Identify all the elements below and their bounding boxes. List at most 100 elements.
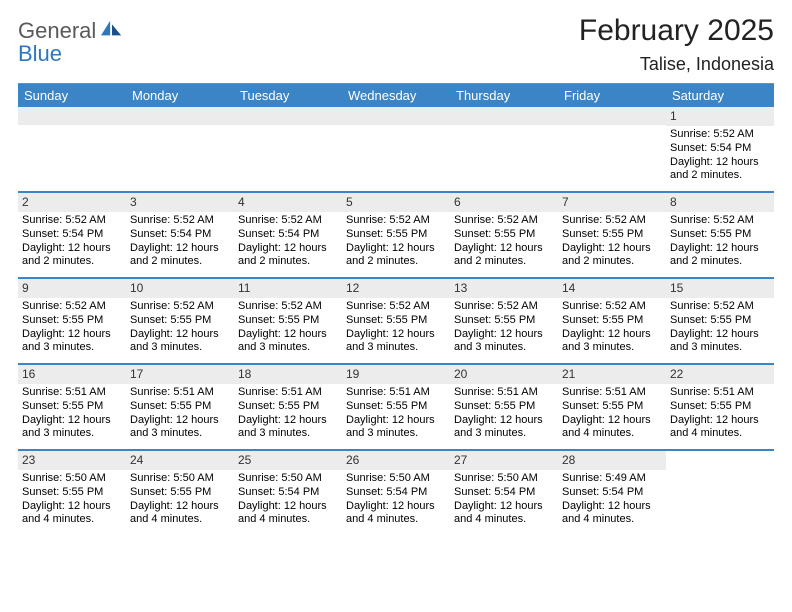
logo-general: General <box>18 18 96 43</box>
sunrise-text: Sunrise: 5:49 AM <box>562 472 662 486</box>
daylight-text: Daylight: 12 hours and 4 minutes. <box>670 414 770 442</box>
daylight-text: Daylight: 12 hours and 2 minutes. <box>670 242 770 270</box>
sunset-text: Sunset: 5:55 PM <box>562 400 662 414</box>
sunset-text: Sunset: 5:55 PM <box>454 228 554 242</box>
calendar-cell: 19Sunrise: 5:51 AMSunset: 5:55 PMDayligh… <box>342 365 450 449</box>
daylight-text: Daylight: 12 hours and 2 minutes. <box>670 156 770 184</box>
day-number: 20 <box>450 365 558 384</box>
day-number <box>126 107 234 125</box>
day-number: 12 <box>342 279 450 298</box>
day-number: 27 <box>450 451 558 470</box>
daylight-text: Daylight: 12 hours and 2 minutes. <box>22 242 122 270</box>
daylight-text: Daylight: 12 hours and 4 minutes. <box>562 414 662 442</box>
calendar-cell-empty <box>234 107 342 191</box>
day-header: Sunday <box>18 84 126 107</box>
calendar-cell: 28Sunrise: 5:49 AMSunset: 5:54 PMDayligh… <box>558 451 666 535</box>
day-number: 21 <box>558 365 666 384</box>
daylight-text: Daylight: 12 hours and 3 minutes. <box>346 414 446 442</box>
daylight-text: Daylight: 12 hours and 3 minutes. <box>454 414 554 442</box>
day-details: Sunrise: 5:50 AMSunset: 5:54 PMDaylight:… <box>342 470 450 531</box>
day-details: Sunrise: 5:52 AMSunset: 5:55 PMDaylight:… <box>450 212 558 273</box>
sunrise-text: Sunrise: 5:51 AM <box>670 386 770 400</box>
sunset-text: Sunset: 5:55 PM <box>346 228 446 242</box>
daylight-text: Daylight: 12 hours and 2 minutes. <box>130 242 230 270</box>
calendar-cell: 25Sunrise: 5:50 AMSunset: 5:54 PMDayligh… <box>234 451 342 535</box>
calendar-cell: 6Sunrise: 5:52 AMSunset: 5:55 PMDaylight… <box>450 193 558 277</box>
day-number: 7 <box>558 193 666 212</box>
calendar-cell: 4Sunrise: 5:52 AMSunset: 5:54 PMDaylight… <box>234 193 342 277</box>
calendar-cell-empty <box>342 107 450 191</box>
day-number <box>18 107 126 125</box>
day-details: Sunrise: 5:52 AMSunset: 5:55 PMDaylight:… <box>342 298 450 359</box>
sunrise-text: Sunrise: 5:51 AM <box>454 386 554 400</box>
daylight-text: Daylight: 12 hours and 3 minutes. <box>238 414 338 442</box>
sunrise-text: Sunrise: 5:51 AM <box>346 386 446 400</box>
location: Talise, Indonesia <box>579 54 774 75</box>
sunrise-text: Sunrise: 5:52 AM <box>670 300 770 314</box>
day-number: 24 <box>126 451 234 470</box>
day-details: Sunrise: 5:52 AMSunset: 5:54 PMDaylight:… <box>666 126 774 187</box>
calendar-cell: 22Sunrise: 5:51 AMSunset: 5:55 PMDayligh… <box>666 365 774 449</box>
daylight-text: Daylight: 12 hours and 2 minutes. <box>238 242 338 270</box>
sunset-text: Sunset: 5:54 PM <box>454 486 554 500</box>
daylight-text: Daylight: 12 hours and 4 minutes. <box>130 500 230 528</box>
sunrise-text: Sunrise: 5:50 AM <box>22 472 122 486</box>
sunset-text: Sunset: 5:55 PM <box>346 314 446 328</box>
sunset-text: Sunset: 5:55 PM <box>346 400 446 414</box>
sunset-text: Sunset: 5:55 PM <box>22 314 122 328</box>
day-number: 4 <box>234 193 342 212</box>
day-details: Sunrise: 5:50 AMSunset: 5:54 PMDaylight:… <box>450 470 558 531</box>
calendar-cell: 16Sunrise: 5:51 AMSunset: 5:55 PMDayligh… <box>18 365 126 449</box>
sunrise-text: Sunrise: 5:51 AM <box>130 386 230 400</box>
sunrise-text: Sunrise: 5:52 AM <box>238 300 338 314</box>
daylight-text: Daylight: 12 hours and 3 minutes. <box>562 328 662 356</box>
calendar-cell-empty <box>666 451 774 535</box>
calendar-cell: 10Sunrise: 5:52 AMSunset: 5:55 PMDayligh… <box>126 279 234 363</box>
daylight-text: Daylight: 12 hours and 3 minutes. <box>346 328 446 356</box>
daylight-text: Daylight: 12 hours and 4 minutes. <box>238 500 338 528</box>
calendar-cell: 26Sunrise: 5:50 AMSunset: 5:54 PMDayligh… <box>342 451 450 535</box>
day-details: Sunrise: 5:50 AMSunset: 5:54 PMDaylight:… <box>234 470 342 531</box>
day-number <box>558 107 666 125</box>
calendar-cell: 3Sunrise: 5:52 AMSunset: 5:54 PMDaylight… <box>126 193 234 277</box>
day-number: 6 <box>450 193 558 212</box>
calendar-cell: 24Sunrise: 5:50 AMSunset: 5:55 PMDayligh… <box>126 451 234 535</box>
day-number: 22 <box>666 365 774 384</box>
day-details: Sunrise: 5:51 AMSunset: 5:55 PMDaylight:… <box>234 384 342 445</box>
calendar-cell: 1Sunrise: 5:52 AMSunset: 5:54 PMDaylight… <box>666 107 774 191</box>
sunset-text: Sunset: 5:54 PM <box>22 228 122 242</box>
day-header: Thursday <box>450 84 558 107</box>
header: General Blue February 2025 Talise, Indon… <box>18 14 774 75</box>
calendar-cell-empty <box>126 107 234 191</box>
sunset-text: Sunset: 5:55 PM <box>130 486 230 500</box>
sunset-text: Sunset: 5:55 PM <box>130 314 230 328</box>
day-details: Sunrise: 5:52 AMSunset: 5:55 PMDaylight:… <box>18 298 126 359</box>
daylight-text: Daylight: 12 hours and 2 minutes. <box>346 242 446 270</box>
day-details: Sunrise: 5:51 AMSunset: 5:55 PMDaylight:… <box>558 384 666 445</box>
day-number: 18 <box>234 365 342 384</box>
sunset-text: Sunset: 5:55 PM <box>22 400 122 414</box>
calendar-cell: 12Sunrise: 5:52 AMSunset: 5:55 PMDayligh… <box>342 279 450 363</box>
day-details: Sunrise: 5:52 AMSunset: 5:55 PMDaylight:… <box>666 298 774 359</box>
calendar-cell: 8Sunrise: 5:52 AMSunset: 5:55 PMDaylight… <box>666 193 774 277</box>
sunrise-text: Sunrise: 5:52 AM <box>238 214 338 228</box>
sunset-text: Sunset: 5:55 PM <box>454 314 554 328</box>
sunrise-text: Sunrise: 5:52 AM <box>22 300 122 314</box>
logo-text: General Blue <box>18 20 123 66</box>
sunset-text: Sunset: 5:54 PM <box>346 486 446 500</box>
sunset-text: Sunset: 5:55 PM <box>454 400 554 414</box>
day-details: Sunrise: 5:51 AMSunset: 5:55 PMDaylight:… <box>450 384 558 445</box>
calendar-week: 2Sunrise: 5:52 AMSunset: 5:54 PMDaylight… <box>18 191 774 277</box>
sail-icon <box>101 20 123 38</box>
day-header: Friday <box>558 84 666 107</box>
sunset-text: Sunset: 5:55 PM <box>130 400 230 414</box>
day-number: 2 <box>18 193 126 212</box>
sunset-text: Sunset: 5:54 PM <box>562 486 662 500</box>
daylight-text: Daylight: 12 hours and 3 minutes. <box>454 328 554 356</box>
daylight-text: Daylight: 12 hours and 3 minutes. <box>670 328 770 356</box>
calendar-cell: 18Sunrise: 5:51 AMSunset: 5:55 PMDayligh… <box>234 365 342 449</box>
daylight-text: Daylight: 12 hours and 4 minutes. <box>22 500 122 528</box>
day-number: 3 <box>126 193 234 212</box>
sunset-text: Sunset: 5:54 PM <box>238 486 338 500</box>
sunrise-text: Sunrise: 5:52 AM <box>22 214 122 228</box>
